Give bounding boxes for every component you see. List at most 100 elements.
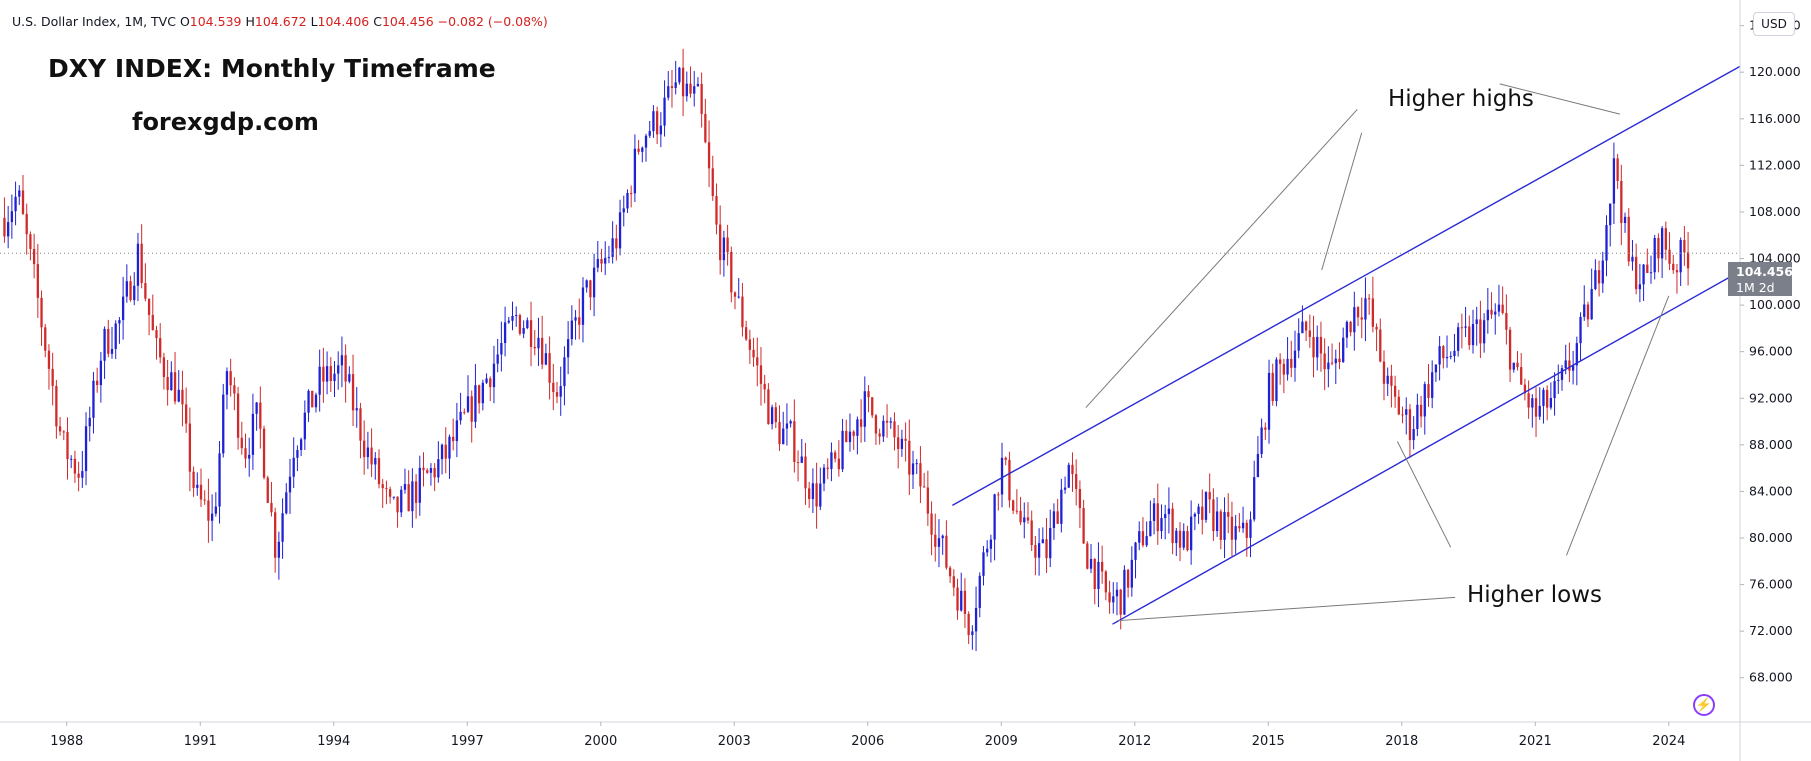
candle-body <box>1620 180 1623 223</box>
candle-body <box>281 513 284 542</box>
channel-line-lower[interactable] <box>1112 270 1741 625</box>
candlestick-series <box>3 48 1690 651</box>
candle-body <box>1438 346 1441 365</box>
candle-body <box>1023 517 1026 523</box>
legend-close-label: C <box>373 14 382 29</box>
candle-body <box>1646 264 1649 274</box>
annotation-pointer-line[interactable] <box>1321 132 1363 271</box>
candle-body <box>1019 510 1022 523</box>
candle-body <box>162 357 166 377</box>
lightning-icon[interactable]: ⚡ <box>1693 694 1715 716</box>
candle-body <box>1104 571 1108 593</box>
candle-body <box>1134 542 1137 560</box>
candle-body <box>125 281 128 297</box>
candle-body <box>370 447 373 465</box>
candle-body <box>859 419 863 427</box>
candle-body <box>1635 256 1638 290</box>
candle-body <box>1100 561 1104 572</box>
annotation-pointer-line[interactable] <box>1499 83 1620 115</box>
candle-body <box>689 83 692 94</box>
candle-body <box>730 251 733 293</box>
candle-body <box>1204 492 1208 520</box>
candle-body <box>1538 405 1541 417</box>
candle-body <box>489 378 492 388</box>
x-axis[interactable]: 1988 1991 1994 1997 2000 2003 2006 2009 2012 2015… <box>50 722 1685 749</box>
candle-body <box>1368 298 1371 300</box>
candle-body <box>1045 539 1048 559</box>
candle-body <box>1260 427 1263 454</box>
candle-body <box>440 444 444 460</box>
candle-body <box>1683 240 1686 253</box>
candle-body <box>1468 326 1471 346</box>
candle-body <box>1609 203 1612 226</box>
annotation-pointer-line[interactable] <box>1085 109 1358 408</box>
candle-body <box>1208 492 1211 500</box>
candle-body <box>1579 316 1582 344</box>
candle-body <box>1197 506 1200 514</box>
annotation-higher-highs: Higher highs <box>1388 86 1534 112</box>
legend-open-value: 104.539 <box>189 14 242 29</box>
y-tick-label: 84.000 <box>1749 483 1793 498</box>
candle-body <box>1457 327 1460 351</box>
y-tick-label: 112.000 <box>1749 157 1801 172</box>
candle-body <box>904 438 907 441</box>
candle-body <box>121 296 125 321</box>
annotation-pointer-line[interactable] <box>1396 441 1452 548</box>
candle-body <box>44 327 47 351</box>
candle-body <box>759 365 763 384</box>
candle-body <box>188 423 192 472</box>
candle-body <box>1471 324 1475 346</box>
candle-body <box>14 196 17 212</box>
candle-body <box>229 371 232 386</box>
candle-body <box>585 280 588 288</box>
candle-body <box>444 444 447 459</box>
candle-body <box>1323 353 1326 370</box>
candle-body <box>1508 329 1512 370</box>
candle-body <box>1238 526 1241 529</box>
candle-body <box>266 477 269 503</box>
candle-body <box>492 363 496 388</box>
channel-line-upper[interactable] <box>951 65 1741 507</box>
candle-body <box>1482 320 1486 344</box>
plot-area <box>0 0 1740 722</box>
candle-body <box>752 349 755 358</box>
candle-body <box>845 430 848 443</box>
candle-body <box>1138 531 1141 543</box>
annotation-pointer-line[interactable] <box>1565 295 1670 556</box>
candle-body <box>177 389 180 402</box>
candle-body <box>474 385 477 422</box>
candle-body <box>655 111 659 135</box>
candle-body <box>911 463 915 475</box>
candle-body <box>1149 521 1152 537</box>
candle-body <box>396 496 399 513</box>
candle-body <box>993 494 996 540</box>
candle-body <box>1182 531 1185 548</box>
y-tick-label: 120.000 <box>1749 64 1801 79</box>
candle-body <box>611 238 614 257</box>
candle-body <box>437 459 440 478</box>
candle-body <box>744 327 748 340</box>
candle-body <box>837 458 840 470</box>
candle-body <box>1590 289 1593 320</box>
candle-body <box>1490 309 1493 315</box>
candle-body <box>574 317 577 321</box>
legend-symbol[interactable]: U.S. Dollar Index, 1M, TVC <box>12 14 176 29</box>
currency-button[interactable]: USD <box>1753 12 1795 36</box>
candle-body <box>448 436 451 459</box>
candle-body <box>1672 263 1675 271</box>
candle-body <box>1130 559 1133 588</box>
x-tick-label: 1991 <box>184 734 217 749</box>
candle-body <box>1156 503 1159 532</box>
candle-body <box>563 357 566 387</box>
candle-body <box>1419 404 1423 417</box>
candle-body <box>548 353 551 383</box>
candle-body <box>952 576 955 588</box>
candle-body <box>1660 228 1664 259</box>
candle-body <box>1531 398 1534 408</box>
candle-body <box>414 481 418 503</box>
annotation-pointer-line[interactable] <box>1116 596 1456 622</box>
candle-body <box>377 458 381 485</box>
legend-high-value: 104.672 <box>254 14 307 29</box>
y-axis[interactable]: 68.000 72.000 76.000 80.000 84.000 88.000 92.0… <box>1740 18 1801 685</box>
